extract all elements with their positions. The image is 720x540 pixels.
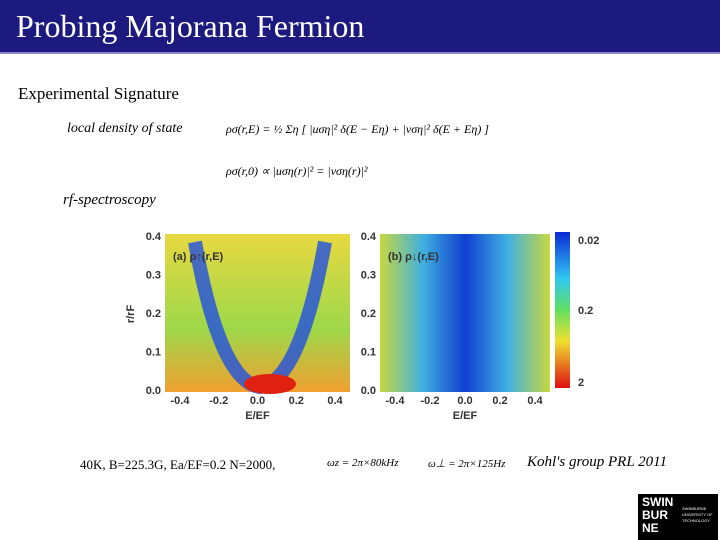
panel-label: (a) ρ↑(r,E) — [173, 251, 224, 263]
logo: SWIN BUR NE SWINBURNE UNIVERSITY OF TECH… — [638, 494, 718, 540]
y-tick-label: 0.2 — [146, 308, 161, 320]
figure: (a) ρ↑(r,E) -0.4 -0.2 0.0 0.2 0.4 0.4 0.3 0.2 0.1… — [125, 231, 599, 422]
y-tick-label: 0.1 — [361, 347, 376, 359]
x-axis-label: E/EF — [245, 410, 270, 422]
x-tick-label: -0.2 — [209, 395, 228, 407]
heatmap-feature — [244, 374, 296, 394]
x-tick-label: 0.2 — [492, 395, 507, 407]
heatmap — [380, 234, 550, 392]
section-heading: Experimental Signature — [18, 84, 179, 103]
formula: ρσ(r,0) ∝ |uση(r)|² = |vση(r)|² — [226, 164, 368, 178]
colorbar-tick-label: 0.2 — [578, 305, 593, 317]
frequency: ωz = 2π×80kHz — [327, 457, 399, 469]
logo-caption: SWINBURNE UNIVERSITY OF TECHNOLOGY — [682, 506, 713, 523]
title-bar — [0, 0, 720, 54]
logo-text: NE — [642, 521, 659, 535]
x-tick-label: 0.0 — [457, 395, 472, 407]
colorbar — [555, 232, 570, 388]
frequency: ω⊥ = 2π×125Hz — [428, 458, 506, 470]
x-tick-label: 0.4 — [527, 395, 543, 407]
formula: ρσ(r,E) = ½ Ση [ |uση|² δ(E − Eη) + |vση… — [226, 122, 489, 136]
y-tick-label: 0.4 — [146, 231, 162, 243]
x-tick-label: 0.0 — [250, 395, 265, 407]
x-tick-label: 0.2 — [289, 395, 304, 407]
y-tick-label: 0.0 — [146, 385, 161, 397]
title: Probing Majorana Fermion — [16, 8, 365, 44]
x-tick-label: 0.4 — [327, 395, 343, 407]
panel-label: (b) ρ↓(r,E) — [388, 251, 439, 263]
citation: Kohl's group PRL 2011 — [527, 454, 668, 470]
y-tick-label: 0.0 — [361, 385, 376, 397]
colorbar-tick-label: 0.02 — [578, 235, 599, 247]
y-tick-label: 0.3 — [146, 270, 161, 282]
x-tick-label: -0.2 — [421, 395, 440, 407]
y-tick-label: 0.2 — [361, 308, 376, 320]
y-tick-label: 0.1 — [146, 347, 161, 359]
y-tick-label: 0.4 — [361, 231, 377, 243]
y-axis-label: r/rF — [125, 305, 137, 324]
logo-text: SWIN — [642, 495, 674, 509]
x-tick-label: -0.4 — [171, 395, 191, 407]
logo-text: BUR — [642, 508, 668, 522]
item-label: local density of state — [67, 121, 183, 136]
x-tick-label: -0.4 — [386, 395, 406, 407]
colorbar-tick-label: 2 — [578, 377, 584, 389]
y-tick-label: 0.3 — [361, 270, 376, 282]
parameters: 40K, B=225.3G, Ea/EF=0.2 N=2000, — [80, 457, 276, 472]
item-label: rf-spectroscopy — [63, 192, 156, 208]
x-axis-label: E/EF — [453, 410, 478, 422]
